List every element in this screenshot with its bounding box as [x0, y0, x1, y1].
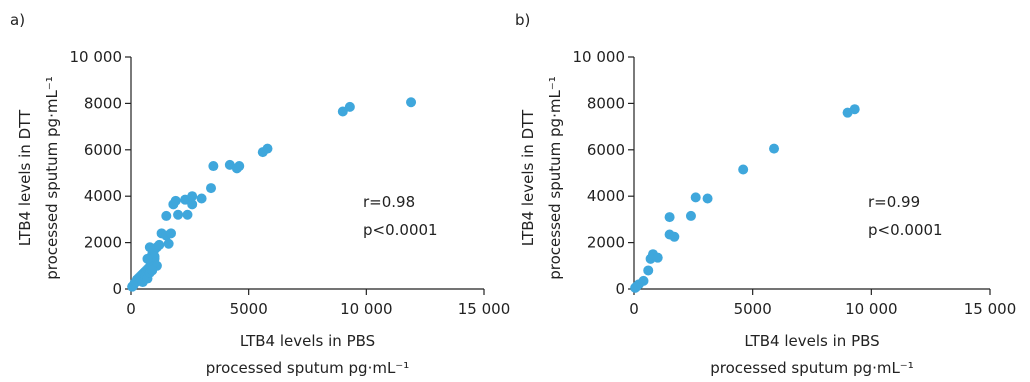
panel-label-b: b): [515, 11, 530, 29]
data-point: [849, 104, 860, 115]
y-tick-label: 6000: [587, 141, 625, 159]
y-axis-title-line2: processed sputum pg·mL⁻¹: [546, 76, 564, 279]
y-tick-label: 0: [112, 280, 122, 298]
data-point: [163, 238, 174, 249]
data-point: [337, 106, 348, 117]
data-point: [187, 199, 198, 210]
data-point: [652, 252, 663, 263]
data-point: [643, 265, 654, 276]
data-point: [344, 101, 355, 112]
data-points-a: [127, 97, 417, 292]
x-tick-label: 10 000: [340, 300, 393, 318]
x-axis-title-line1: LTB4 levels in PBS: [744, 332, 879, 350]
x-tick-label: 0: [126, 300, 136, 318]
scatter-panel-a: a) 0 5000 10 000 15 000 0 2000 4000 6000 8000 10 …: [10, 11, 510, 377]
data-point: [147, 265, 158, 276]
data-point: [173, 209, 184, 220]
x-axis-title-line2: processed sputum pg·mL⁻¹: [710, 359, 913, 377]
data-point: [170, 195, 181, 206]
data-point: [262, 143, 273, 154]
data-point: [154, 239, 165, 250]
y-axis-title-line1: LTB4 levels in DTT: [519, 109, 537, 246]
y-tick-label: 4000: [587, 187, 625, 205]
axes-a: 0 5000 10 000 15 000 0 2000 4000 6000 8000 10 000…: [16, 48, 510, 377]
x-tick-label: 5000: [734, 300, 772, 318]
y-tick-label: 2000: [84, 234, 122, 252]
x-tick-label: 0: [629, 300, 639, 318]
data-point: [234, 161, 245, 172]
data-point: [702, 193, 713, 204]
data-point: [769, 143, 780, 154]
data-points-b: [630, 104, 860, 293]
data-point: [208, 161, 219, 172]
y-tick-label: 0: [615, 280, 625, 298]
data-point: [690, 192, 701, 203]
y-tick-label: 8000: [84, 94, 122, 112]
panel-label-a: a): [10, 11, 25, 29]
y-tick-label: 10 000: [70, 48, 123, 66]
axes-b: 0 5000 10 000 15 000 0 2000 4000 6000 8000 10 000…: [519, 48, 1016, 377]
y-tick-label: 6000: [84, 141, 122, 159]
data-point: [206, 183, 217, 194]
data-point: [685, 210, 696, 221]
data-point: [182, 209, 193, 220]
data-point: [406, 97, 417, 108]
y-tick-label: 8000: [587, 94, 625, 112]
x-tick-label: 10 000: [845, 300, 898, 318]
data-point: [144, 242, 155, 253]
data-point: [161, 210, 172, 221]
x-axis-title-line1: LTB4 levels in PBS: [240, 332, 375, 350]
annotation-p-a: p<0.0001: [363, 221, 438, 239]
data-point: [196, 193, 207, 204]
data-point: [669, 231, 680, 242]
y-axis-title-line2: processed sputum pg·mL⁻¹: [43, 76, 61, 279]
data-point: [738, 164, 749, 175]
x-tick-label: 5000: [230, 300, 268, 318]
data-point: [187, 191, 198, 202]
annotation-p-b: p<0.0001: [868, 221, 943, 239]
y-tick-label: 4000: [84, 187, 122, 205]
y-axis-title-line1: LTB4 levels in DTT: [16, 109, 34, 246]
y-tick-label: 10 000: [573, 48, 626, 66]
data-point: [142, 253, 153, 264]
x-axis-title-line2: processed sputum pg·mL⁻¹: [206, 359, 409, 377]
annotation-r-b: r=0.99: [868, 193, 920, 211]
scatter-panel-b: b) 0 5000 10 000 15 000 0 2000 4000 6000 8000 10 …: [515, 11, 1016, 377]
x-tick-label: 15 000: [458, 300, 511, 318]
data-point: [664, 212, 675, 223]
y-tick-label: 2000: [587, 234, 625, 252]
data-point: [166, 228, 177, 239]
data-point: [638, 275, 649, 286]
annotation-r-a: r=0.98: [363, 193, 415, 211]
x-tick-label: 15 000: [964, 300, 1017, 318]
